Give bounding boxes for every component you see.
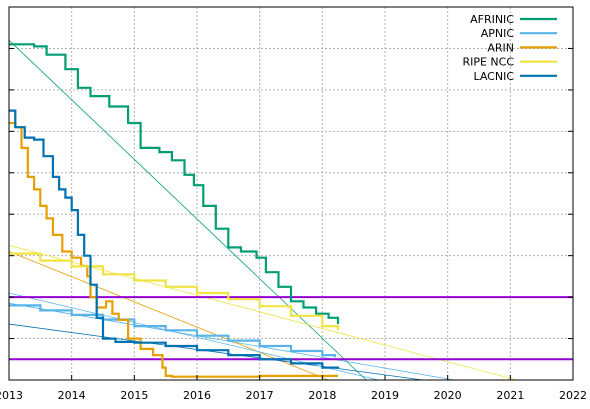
legend-label-apnic: APNIC [481,27,515,40]
legend-label-afrinic: AFRINIC [470,13,514,26]
x-tick-label: 2018 [308,389,336,402]
legend-label-lacnic: LACNIC [473,70,514,83]
trend-line [8,323,423,381]
x-tick-label: 2013 [0,389,23,402]
trend-line [8,39,367,381]
legend-label-arin: ARIN [487,41,514,54]
trend-lines [8,39,517,381]
x-tick-label: 2022 [559,389,587,402]
series-line-apnic [9,304,336,358]
x-tick-label: 2019 [371,389,399,402]
plot-frame [8,6,574,381]
axes [8,6,574,381]
series-line-lacnic [9,109,340,369]
x-tick-labels: 2013 2014 2015 2016 2017 2018 2019 2020 2021 2022 [0,389,587,402]
x-tick-label: 2014 [58,389,86,402]
x-tick-label: 2017 [246,389,274,402]
series-line-ripe-ncc [9,252,340,331]
x-tick-label: 2016 [183,389,211,402]
x-tick-label: 2021 [496,389,524,402]
series-line-afrinic [9,43,340,325]
legend-label-ripe-ncc: RIPE NCC [462,56,514,69]
x-tick-label: 2020 [434,389,462,402]
trend-line [8,292,379,381]
series-lines [9,43,340,378]
series-line-arin [9,121,338,378]
x-tick-label: 2015 [120,389,148,402]
trend-line [8,244,517,381]
